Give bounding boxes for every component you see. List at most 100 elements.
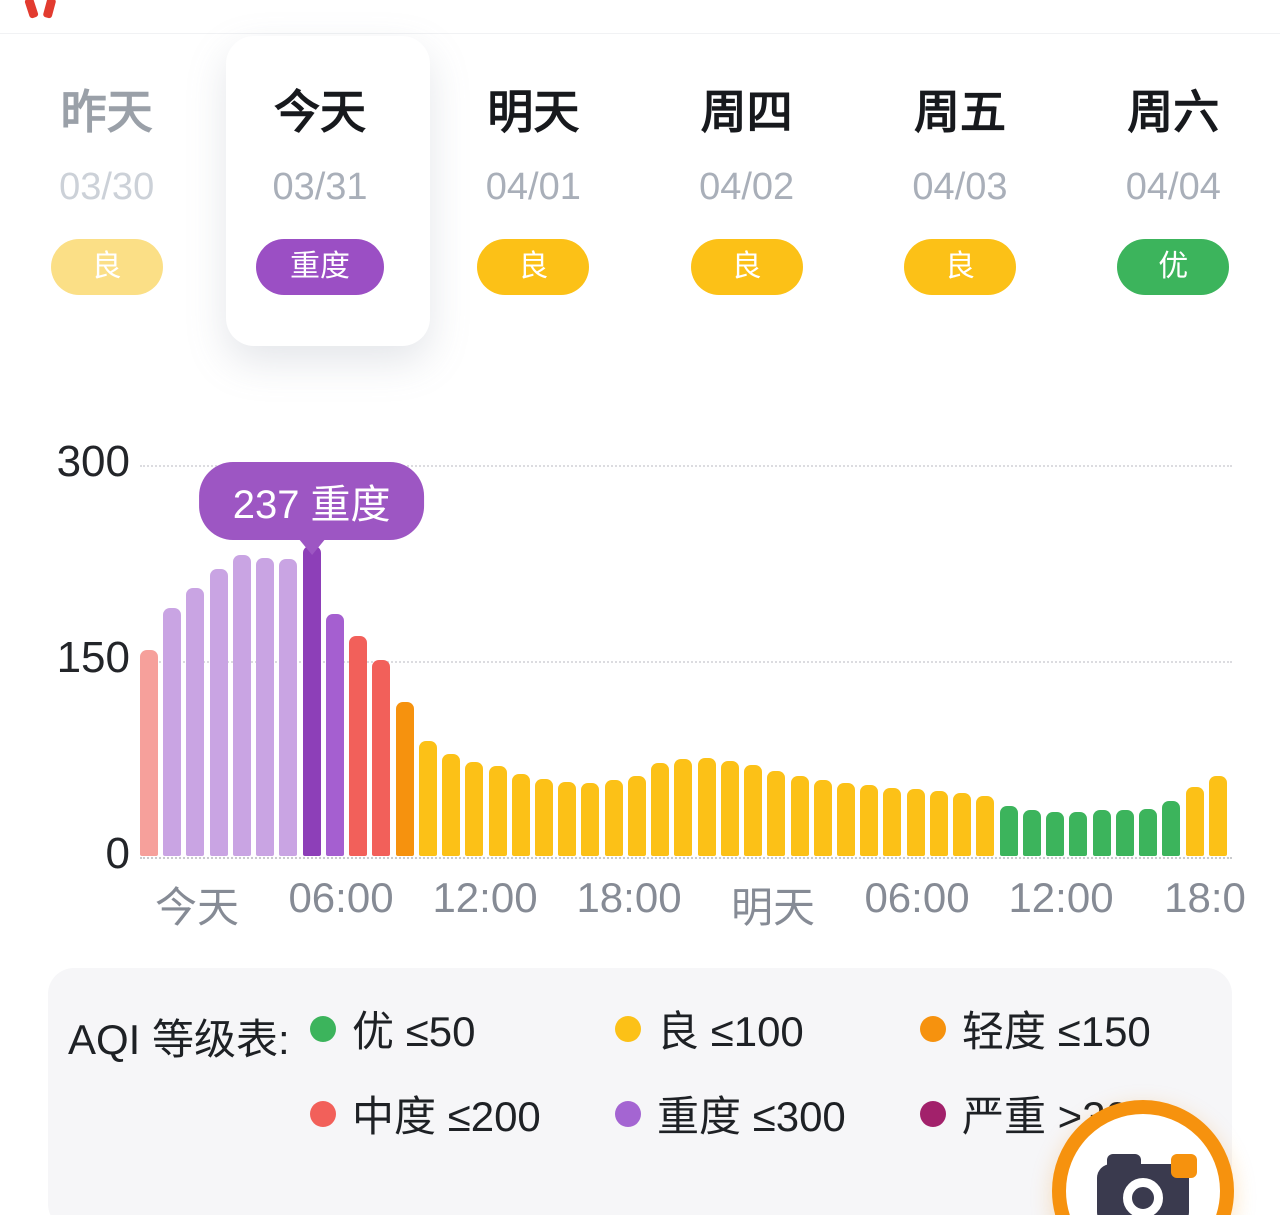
day-name: 周五: [913, 86, 1006, 138]
aqi-bar-14[interactable]: [465, 761, 484, 856]
aqi-bar-20[interactable]: [604, 780, 623, 856]
aqi-bar-24[interactable]: [697, 758, 716, 856]
legend-label: 优 ≤50: [352, 1008, 476, 1055]
aqi-bar-42[interactable]: [1115, 810, 1134, 856]
aqi-level-badge: 优: [1117, 239, 1230, 295]
gridline-150: [140, 661, 1232, 663]
gridline-0: [140, 857, 1232, 859]
day-date: 04/03: [912, 166, 1008, 208]
y-axis-labels: 300 150 0: [30, 437, 130, 878]
aqi-bar-2[interactable]: [186, 588, 205, 856]
legend-item-2: 轻度 ≤150: [920, 998, 1151, 1059]
tooltip-arrow: [297, 538, 326, 555]
day-name: 明天: [487, 86, 580, 138]
aqi-bar-19[interactable]: [581, 782, 600, 856]
red-stroke: [42, 0, 57, 19]
aqi-hourly-chart: [140, 465, 1232, 859]
aqi-bar-13[interactable]: [442, 754, 461, 856]
aqi-bar-38[interactable]: [1022, 810, 1041, 856]
aqi-bar-16[interactable]: [511, 773, 530, 856]
y-tick-150: 150: [56, 633, 130, 682]
day-date: 03/30: [59, 166, 155, 208]
aqi-bar-44[interactable]: [1162, 801, 1181, 856]
day-date: 04/02: [699, 166, 795, 208]
forecast-day-1[interactable]: 今天 03/31 重度: [213, 40, 426, 295]
top-divider: [0, 33, 1280, 34]
tooltip-text: 237 重度: [232, 483, 391, 527]
selected-bar-tooltip: 237 重度: [198, 462, 425, 555]
aqi-bar-15[interactable]: [488, 765, 507, 856]
aqi-bar-5[interactable]: [256, 558, 275, 856]
legend-label: 重度 ≤300: [657, 1093, 846, 1140]
aqi-level-badge: 良: [690, 239, 803, 295]
aqi-bar-35[interactable]: [953, 793, 972, 856]
forecast-day-3[interactable]: 周四 04/02 良: [640, 40, 853, 295]
aqi-bar-33[interactable]: [906, 789, 925, 856]
aqi-bar-26[interactable]: [744, 764, 763, 856]
forecast-day-0[interactable]: 昨天 03/30 良: [0, 40, 213, 295]
aqi-bar-36[interactable]: [976, 795, 995, 856]
legend-dot: [310, 1015, 336, 1042]
forecast-day-2[interactable]: 明天 04/01 良: [427, 40, 640, 295]
day-name: 今天: [273, 86, 366, 138]
forecast-day-row: 昨天 03/30 良 今天 03/31 重度 明天 04/01 良 周四 04/02 良 周五 04/03…: [0, 40, 1280, 295]
x-tick-2: 12:00: [432, 874, 538, 921]
aqi-bar-10[interactable]: [372, 660, 391, 856]
y-tick-0: 0: [105, 829, 130, 878]
aqi-bar-3[interactable]: [209, 568, 228, 856]
day-name: 周四: [700, 86, 793, 138]
legend-item-1: 良 ≤100: [615, 998, 804, 1059]
aqi-level-badge: 重度: [255, 239, 384, 295]
aqi-bar-21[interactable]: [627, 776, 646, 856]
day-date: 04/01: [485, 166, 581, 208]
camera-flash: [1171, 1154, 1197, 1178]
aqi-bar-45[interactable]: [1185, 786, 1204, 856]
camera-icon: [1097, 1154, 1197, 1215]
legend-label: 轻度 ≤150: [962, 1008, 1151, 1055]
aqi-bar-12[interactable]: [418, 741, 437, 856]
aqi-bar-0[interactable]: [140, 649, 158, 856]
legend-label: 良 ≤100: [657, 1008, 804, 1055]
aqi-bar-29[interactable]: [813, 780, 832, 856]
aqi-bar-17[interactable]: [534, 778, 553, 856]
aqi-bar-8[interactable]: [325, 614, 344, 856]
aqi-bar-1[interactable]: [163, 607, 182, 856]
aqi-bar-9[interactable]: [349, 636, 368, 856]
aqi-bar-32[interactable]: [883, 788, 902, 856]
forecast-day-4[interactable]: 周五 04/03 良: [853, 40, 1066, 295]
aqi-bar-23[interactable]: [674, 759, 693, 856]
gridline-300: [140, 465, 1232, 467]
aqi-bar-18[interactable]: [558, 781, 577, 856]
day-date: 03/31: [272, 166, 368, 208]
aqi-bar-37[interactable]: [999, 806, 1018, 856]
aqi-bar-6[interactable]: [279, 559, 298, 856]
x-tick-4: 明天: [730, 884, 816, 931]
x-tick-1: 06:00: [288, 874, 394, 921]
aqi-bar-39[interactable]: [1046, 811, 1065, 856]
aqi-bar-28[interactable]: [790, 776, 809, 856]
aqi-bar-34[interactable]: [929, 790, 948, 856]
aqi-bar-43[interactable]: [1139, 808, 1158, 856]
x-tick-7: 18:0: [1164, 874, 1246, 921]
aqi-bar-11[interactable]: [395, 701, 414, 856]
day-date: 04/04: [1125, 166, 1221, 208]
day-name: 周六: [1127, 86, 1220, 138]
aqi-bar-22[interactable]: [651, 763, 670, 856]
cropped-red-glyph: [0, 0, 90, 22]
legend-dot: [310, 1100, 336, 1127]
aqi-bar-27[interactable]: [767, 771, 786, 856]
aqi-bar-25[interactable]: [720, 760, 739, 856]
aqi-bar-31[interactable]: [860, 785, 879, 856]
legend-item-3: 中度 ≤200: [310, 1083, 541, 1144]
aqi-bar-30[interactable]: [837, 782, 856, 856]
forecast-day-5[interactable]: 周六 04/04 优: [1067, 40, 1280, 295]
aqi-bar-7[interactable]: [302, 546, 321, 856]
aqi-bar-41[interactable]: [1092, 810, 1111, 856]
y-tick-300: 300: [56, 437, 130, 486]
aqi-bar-4[interactable]: [232, 555, 251, 856]
aqi-bar-46[interactable]: [1208, 776, 1227, 856]
aqi-level-badge: 良: [903, 239, 1016, 295]
aqi-bar-40[interactable]: [1069, 811, 1088, 856]
legend-title: AQI 等级表:: [68, 1016, 290, 1063]
